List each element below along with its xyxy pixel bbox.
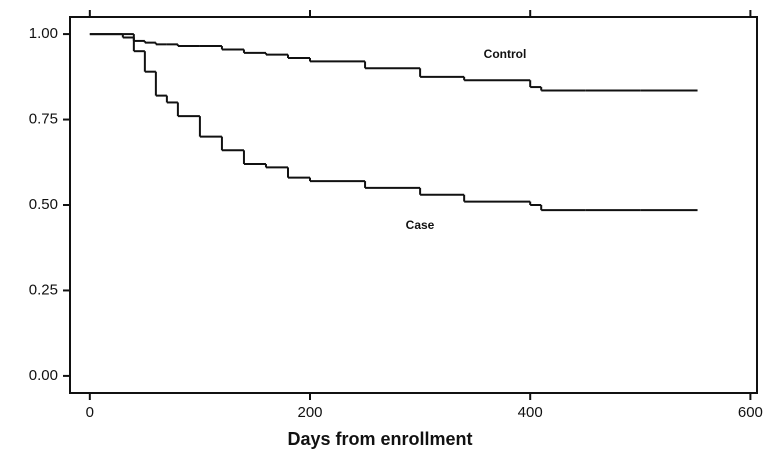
x-tick-label: 200: [297, 404, 322, 421]
y-tick-label: 0.00: [29, 367, 58, 384]
curve-label: Case: [406, 218, 435, 232]
x-tick-label: 400: [518, 404, 543, 421]
plot-frame: [69, 16, 758, 394]
y-tick-label: 0.25: [29, 281, 58, 298]
x-tick-label: 0: [86, 404, 94, 421]
y-tick-label: 0.75: [29, 111, 58, 128]
y-tick-label: 1.00: [29, 25, 58, 42]
x-axis-title: Days from enrollment: [287, 429, 472, 449]
y-tick-label: 0.50: [29, 196, 58, 213]
curve-label: Control: [484, 47, 527, 61]
x-tick-label: 600: [738, 404, 763, 421]
